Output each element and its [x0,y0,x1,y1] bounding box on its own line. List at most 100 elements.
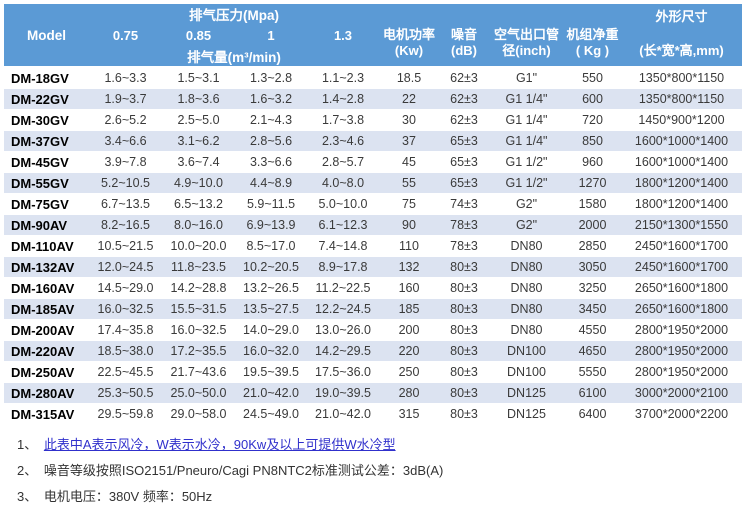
cell-dimensions: 2150*1300*1550 [621,214,742,236]
cell-motor-power: 160 [379,277,439,299]
table-row: DM-37GV 3.4~6.6 3.1~6.2 2.8~5.6 2.3~4.6 … [4,130,742,152]
cell-dimensions: 1450*900*1200 [621,109,742,131]
cell-outlet-pipe: DN80 [489,319,564,341]
cell-outlet-pipe: DN80 [489,277,564,299]
cell-flow-0.75: 12.0~24.5 [89,256,162,278]
cell-net-weight: 3050 [564,256,621,278]
table-row: DM-22GV 1.9~3.7 1.8~3.6 1.6~3.2 1.4~2.8 … [4,88,742,110]
cell-flow-0.85: 21.7~43.6 [162,361,235,383]
cell-dimensions: 1800*1200*1400 [621,172,742,194]
cell-flow-1.3: 4.0~8.0 [307,172,379,194]
cell-outlet-pipe: G1 1/4" [489,88,564,110]
cell-net-weight: 550 [564,67,621,89]
cell-model: DM-280AV [4,382,89,404]
cell-motor-power: 55 [379,172,439,194]
dimensions-header-line2: (长*宽*高,mm) [639,43,724,58]
cell-noise: 80±3 [439,361,489,383]
table-row: DM-185AV 16.0~32.5 15.5~31.5 13.5~27.5 1… [4,298,742,320]
cell-flow-1.3: 2.3~4.6 [307,130,379,152]
cell-dimensions: 2650*1600*1800 [621,298,742,320]
cell-outlet-pipe: G2" [489,193,564,215]
column-header-dimensions: 外形尺寸 (长*宽*高,mm) [621,4,742,67]
cell-model: DM-55GV [4,172,89,194]
cell-net-weight: 2850 [564,235,621,257]
motor-power-header-line2: (Kw) [394,43,424,58]
cell-flow-0.85: 4.9~10.0 [162,172,235,194]
cell-flow-1: 1.6~3.2 [235,88,307,110]
cell-net-weight: 5550 [564,361,621,383]
cell-outlet-pipe: DN100 [489,361,564,383]
column-header-outlet-pipe: 空气出口管 径(inch) [489,4,564,67]
cell-motor-power: 185 [379,298,439,320]
cell-flow-1.3: 6.1~12.3 [307,214,379,236]
cell-noise: 65±3 [439,130,489,152]
cell-noise: 80±3 [439,403,489,425]
cell-flow-0.75: 14.5~29.0 [89,277,162,299]
spec-table-header: Model 排气压力(Mpa) 电机功率 (Kw) 噪音 (dB) [4,4,742,67]
cell-outlet-pipe: G1 1/4" [489,130,564,152]
cell-flow-1: 10.2~20.5 [235,256,307,278]
cell-flow-0.85: 17.2~35.5 [162,340,235,362]
cell-flow-1: 3.3~6.6 [235,151,307,173]
column-header-noise: 噪音 (dB) [439,4,489,67]
cell-net-weight: 960 [564,151,621,173]
cell-flow-1: 2.8~5.6 [235,130,307,152]
cell-flow-0.75: 3.4~6.6 [89,130,162,152]
cell-net-weight: 2000 [564,214,621,236]
cell-outlet-pipe: DN125 [489,403,564,425]
cell-net-weight: 850 [564,130,621,152]
cell-noise: 80±3 [439,319,489,341]
cell-flow-0.75: 18.5~38.0 [89,340,162,362]
cell-motor-power: 22 [379,88,439,110]
cell-dimensions: 1600*1000*1400 [621,151,742,173]
cell-flow-0.75: 2.6~5.2 [89,109,162,131]
table-row: DM-55GV 5.2~10.5 4.9~10.0 4.4~8.9 4.0~8.… [4,172,742,194]
cell-flow-1: 5.9~11.5 [235,193,307,215]
cell-flow-0.85: 16.0~32.5 [162,319,235,341]
cell-flow-0.85: 29.0~58.0 [162,403,235,425]
cell-motor-power: 45 [379,151,439,173]
cell-flow-0.85: 15.5~31.5 [162,298,235,320]
column-header-pressure-0.75: 0.75 [89,24,162,46]
cell-flow-0.85: 11.8~23.5 [162,256,235,278]
cell-flow-0.85: 3.1~6.2 [162,130,235,152]
cell-flow-0.75: 3.9~7.8 [89,151,162,173]
cell-model: DM-45GV [4,151,89,173]
cell-motor-power: 37 [379,130,439,152]
cell-noise: 78±3 [439,214,489,236]
net-weight-header-line1: 机组净重 [566,27,619,42]
cell-dimensions: 2800*1950*2000 [621,361,742,383]
footnote-link[interactable]: 此表中A表示风冷，W表示水冷，90Kw及以上可提供W水冷型 [43,437,396,452]
motor-power-header-line1: 电机功率 [382,27,435,42]
cell-outlet-pipe: G1 1/4" [489,109,564,131]
column-header-pressure-0.85: 0.85 [162,24,235,46]
cell-flow-1.3: 1.4~2.8 [307,88,379,110]
cell-flow-1: 13.5~27.5 [235,298,307,320]
cell-model: DM-250AV [4,361,89,383]
cell-flow-1.3: 21.0~42.0 [307,403,379,425]
table-row: DM-90AV 8.2~16.5 8.0~16.0 6.9~13.9 6.1~1… [4,214,742,236]
cell-flow-0.85: 1.5~3.1 [162,67,235,89]
table-row: DM-200AV 17.4~35.8 16.0~32.5 14.0~29.0 1… [4,319,742,341]
outlet-pipe-header-line2: 径(inch) [502,43,551,58]
cell-motor-power: 315 [379,403,439,425]
cell-flow-1.3: 7.4~14.8 [307,235,379,257]
cell-outlet-pipe: G1 1/2" [489,151,564,173]
cell-flow-1.3: 8.9~17.8 [307,256,379,278]
cell-flow-1: 13.2~26.5 [235,277,307,299]
cell-motor-power: 110 [379,235,439,257]
cell-dimensions: 3700*2000*2200 [621,403,742,425]
footnote: 2、 噪音等级按照ISO2151/Pneuro/Cagi PN8NTC2标准测试… [17,458,742,484]
cell-model: DM-22GV [4,88,89,110]
table-row: DM-110AV 10.5~21.5 10.0~20.0 8.5~17.0 7.… [4,235,742,257]
cell-noise: 80±3 [439,382,489,404]
cell-dimensions: 2450*1600*1700 [621,256,742,278]
column-header-model: Model [4,4,89,67]
cell-noise: 65±3 [439,151,489,173]
cell-noise: 65±3 [439,172,489,194]
cell-flow-1: 14.0~29.0 [235,319,307,341]
cell-net-weight: 3250 [564,277,621,299]
cell-flow-1.3: 13.0~26.0 [307,319,379,341]
footnote-text: 噪音等级按照ISO2151/Pneuro/Cagi PN8NTC2标准测试公差：… [43,463,444,478]
cell-flow-0.75: 17.4~35.8 [89,319,162,341]
